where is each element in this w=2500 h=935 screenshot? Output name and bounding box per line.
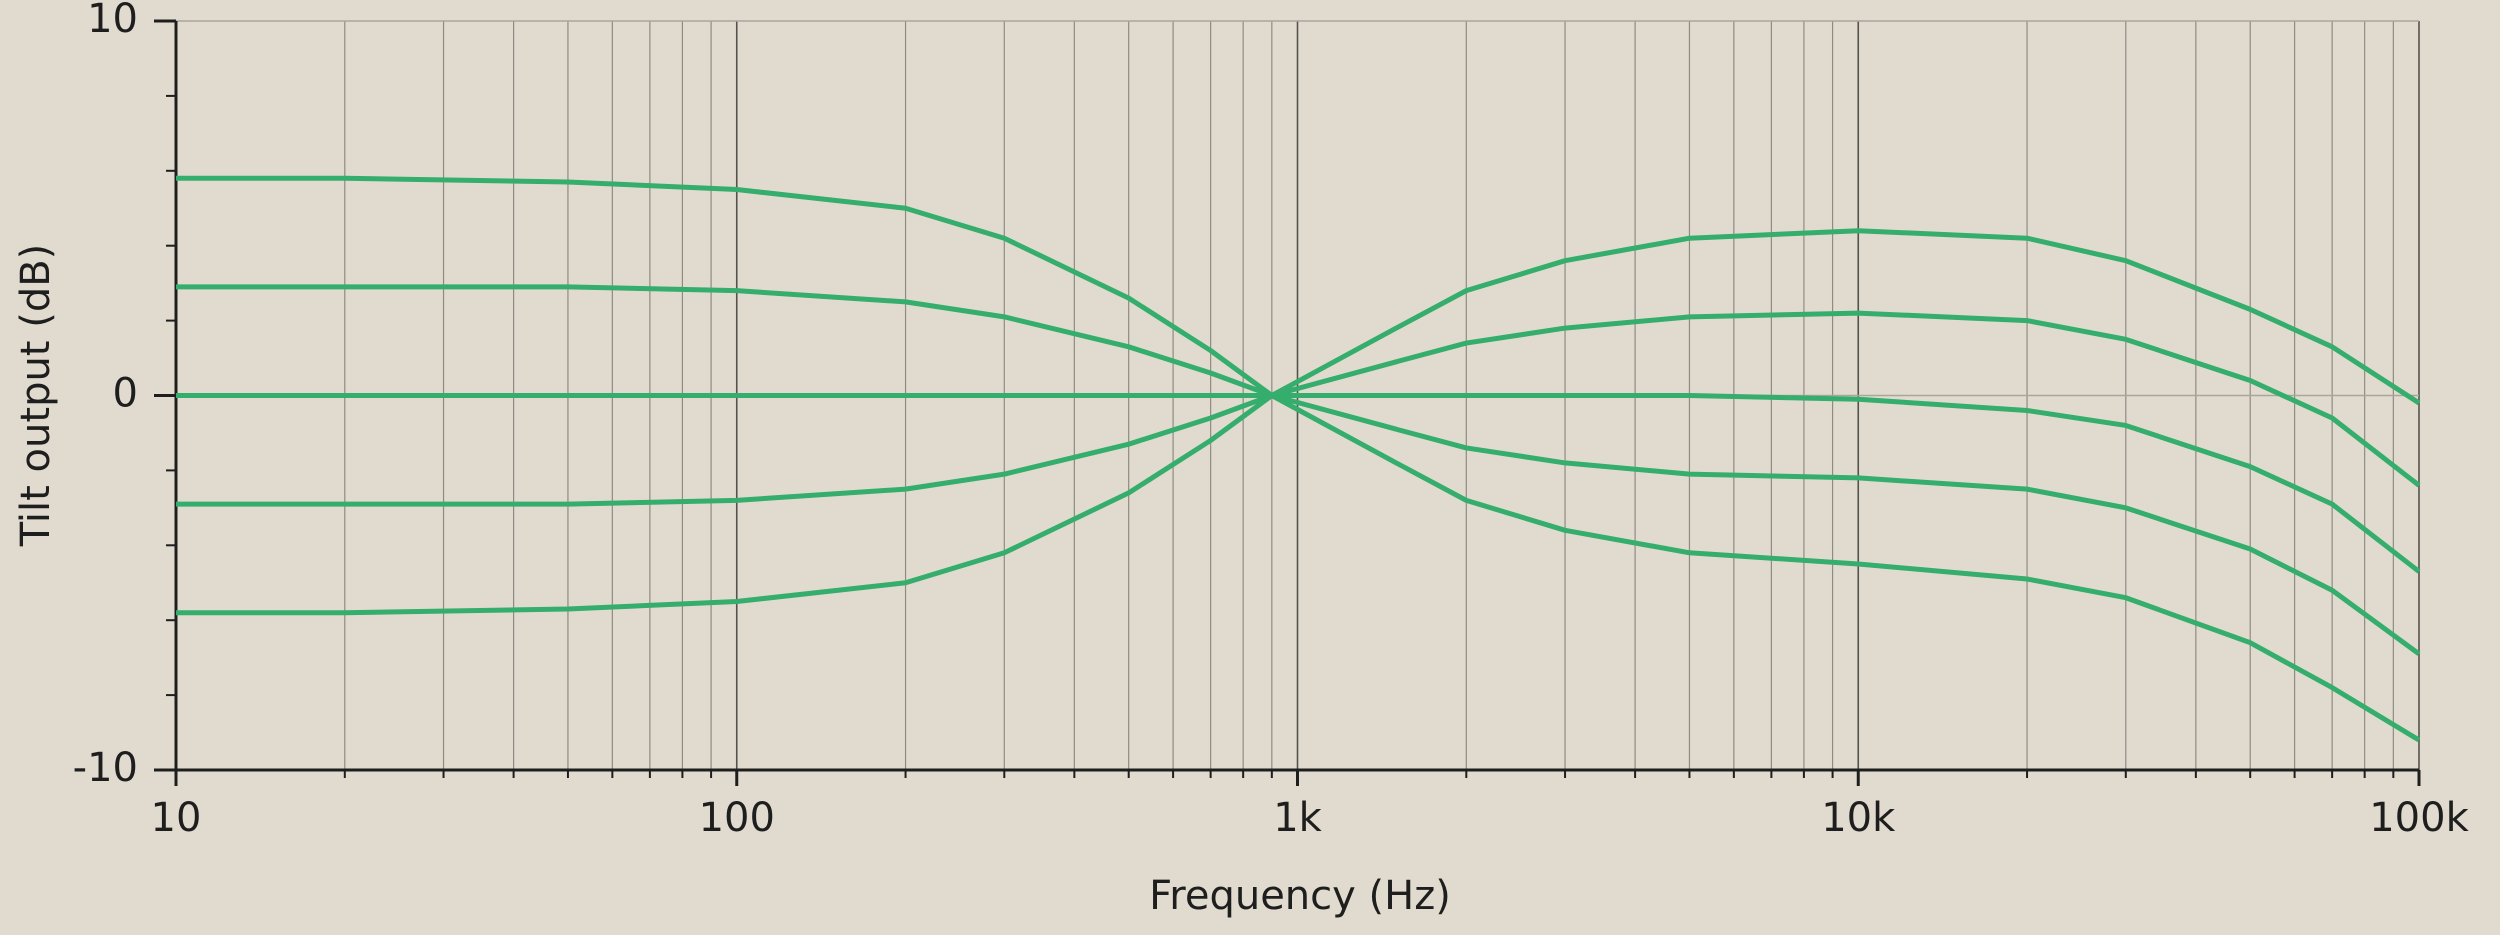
line-series [176, 175, 2421, 743]
line-series [176, 310, 2421, 507]
line-series [176, 393, 2421, 574]
x-axis-label: Frequency (Hz) [1149, 873, 1451, 919]
x-tick-label: 100k [2369, 795, 2469, 841]
x-tick-label: 10 [151, 795, 202, 841]
line-series [176, 228, 2421, 616]
y-tick-label: 10 [87, 0, 138, 42]
line-series [176, 284, 2421, 656]
y-tick-label: -10 [73, 745, 138, 791]
y-tick-label: 0 [113, 371, 138, 417]
x-tick-label: 1k [1273, 795, 1322, 841]
y-axis-label: Tilt output (dB) [13, 244, 59, 548]
x-tick-label: 10k [1821, 795, 1896, 841]
x-tick-label: 100 [699, 795, 775, 841]
